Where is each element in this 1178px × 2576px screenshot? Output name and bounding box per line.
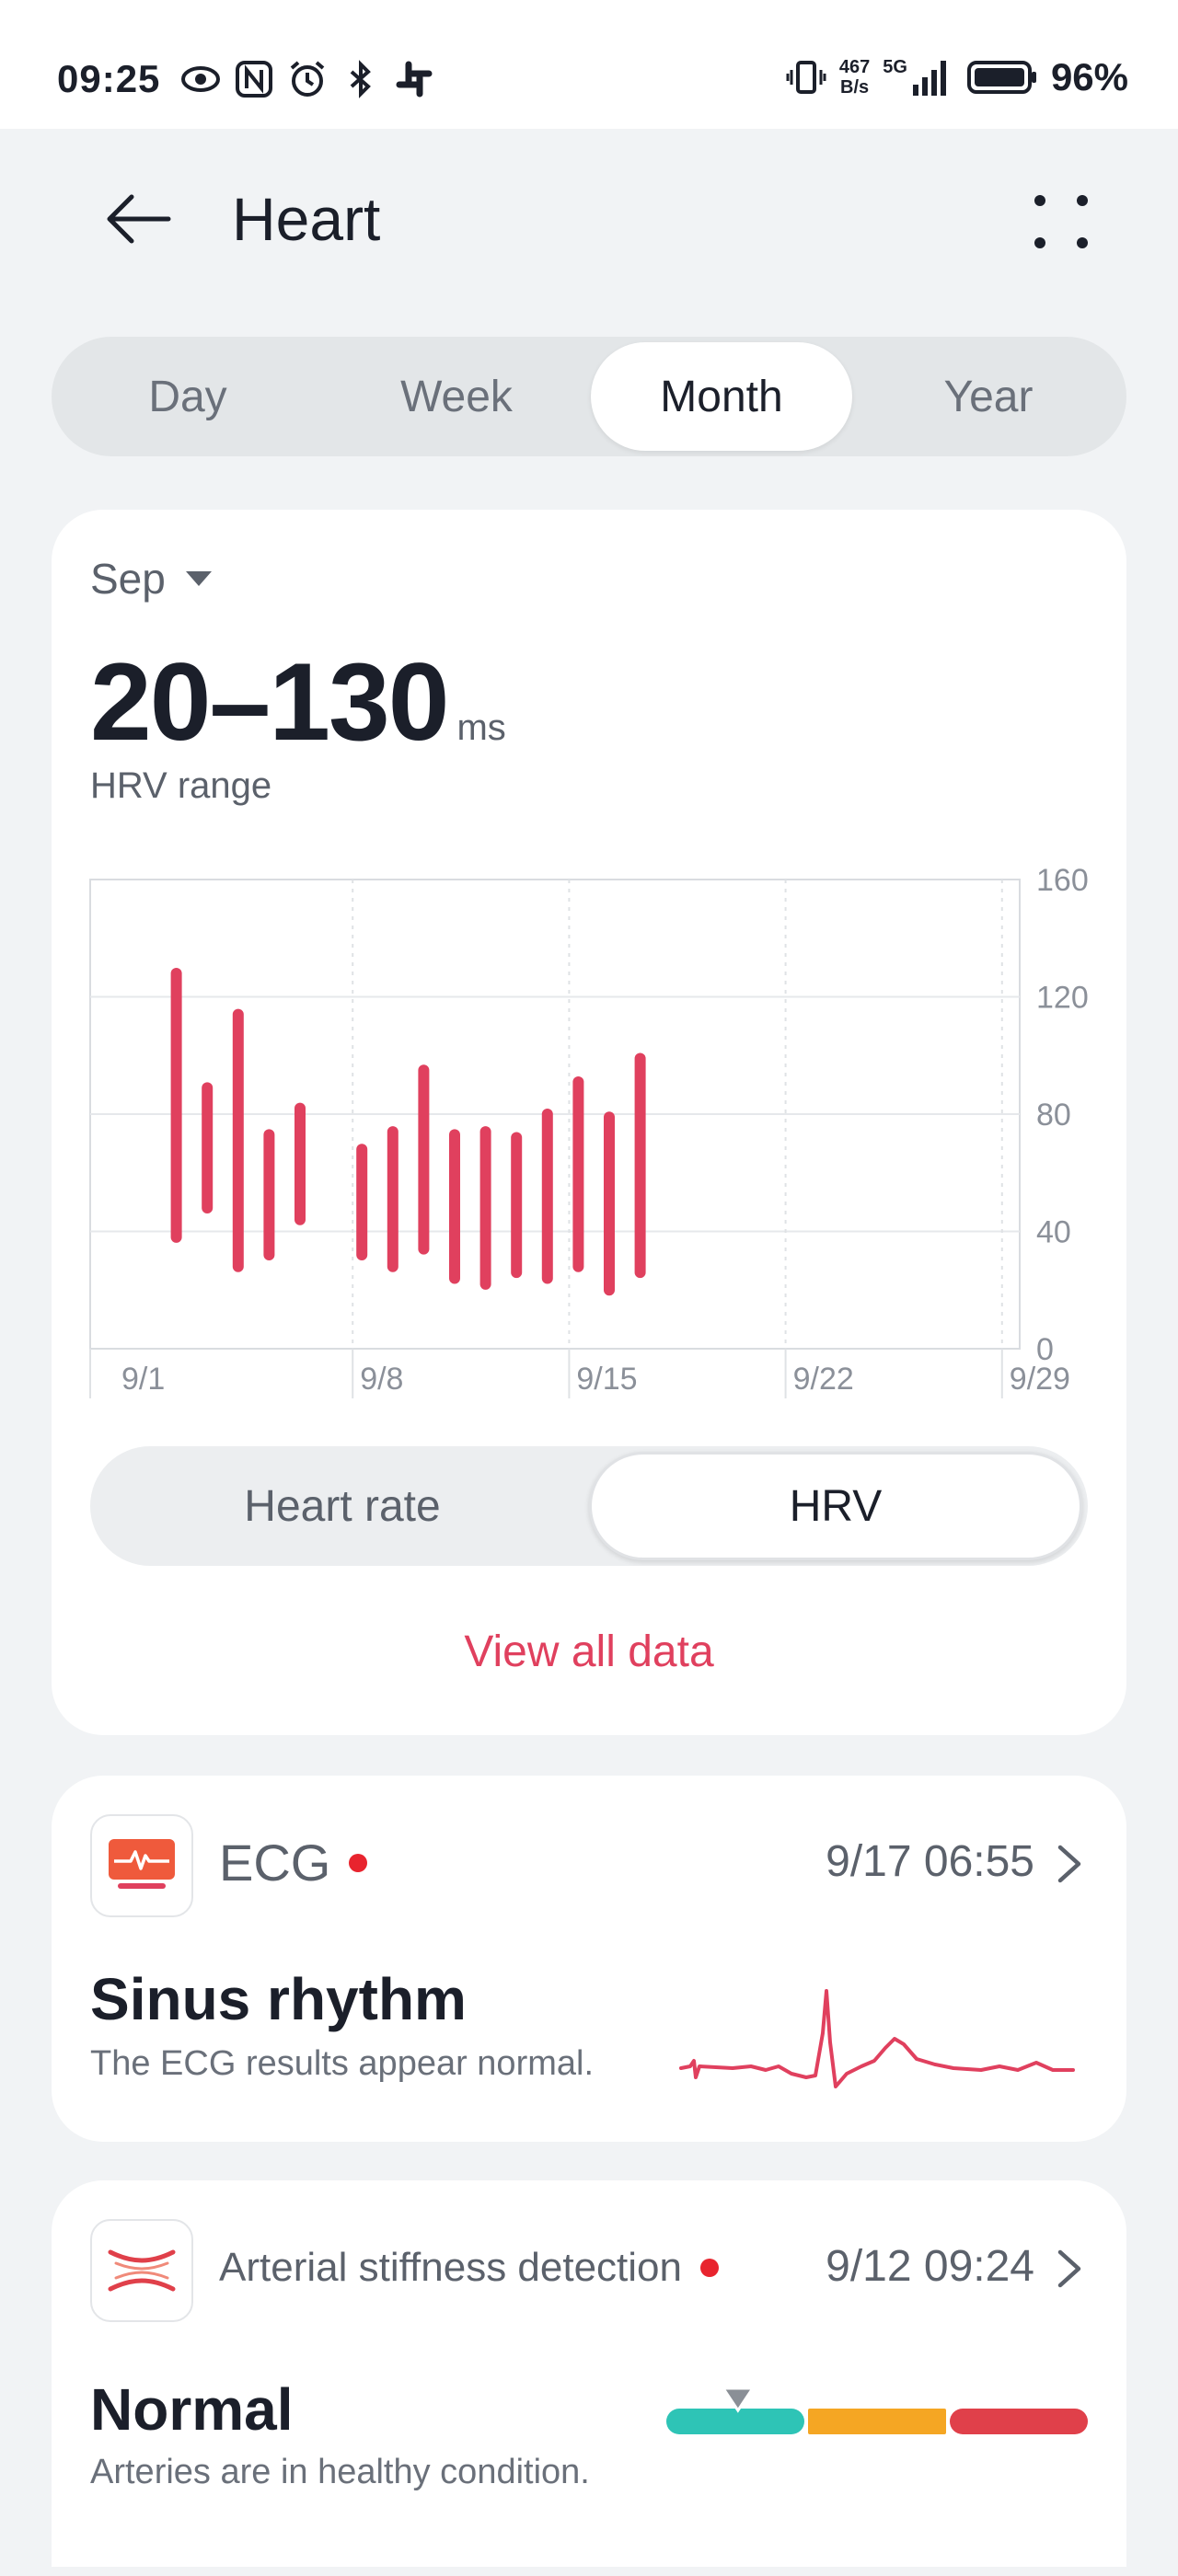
- page-title: Heart: [232, 185, 381, 253]
- stiffness-scale-segment: [808, 2409, 946, 2434]
- ecg-time: 9/17 06:55: [826, 1837, 1034, 1886]
- period-tabs: Day Week Month Year: [52, 337, 1126, 456]
- caret-down-icon: [185, 571, 212, 586]
- more-dots-icon: [1034, 195, 1088, 248]
- slack-icon: [396, 61, 433, 98]
- y-tick-label: 120: [1036, 981, 1089, 1016]
- new-indicator-dot: [349, 1853, 368, 1872]
- metric-tab-hrv[interactable]: HRV: [589, 1452, 1082, 1560]
- stiffness-scale: [666, 2386, 1088, 2434]
- range-unit: ms: [456, 707, 506, 748]
- ecg-app-icon: [90, 1814, 193, 1917]
- back-arrow-icon: [107, 194, 171, 244]
- back-button[interactable]: [101, 182, 175, 256]
- battery-icon: [966, 61, 1036, 94]
- status-icons-left: [180, 57, 434, 101]
- hrv-chart[interactable]: 160 120 80 40 0 9/1 9/8 9/15 9/22 9/29: [89, 863, 1103, 1398]
- arterial-result-description: Arteries are in healthy condition.: [90, 2453, 590, 2491]
- metric-toggle: Heart rate HRV: [90, 1446, 1088, 1566]
- tab-day[interactable]: Day: [148, 372, 227, 421]
- y-tick-label: 80: [1036, 1098, 1071, 1133]
- vibrate-icon: [786, 61, 826, 94]
- status-bar: 09:25 467 B/s 5G 96%: [0, 0, 1178, 129]
- arterial-stiffness-card[interactable]: Arterial stiffness detection 9/12 09:24 …: [52, 2180, 1126, 2567]
- network-speed-unit: B/s: [840, 77, 870, 98]
- header: Heart: [0, 129, 1178, 313]
- hrv-range-value: 20–130 ms: [90, 638, 506, 765]
- ecg-result-description: The ECG results appear normal.: [90, 2044, 595, 2083]
- arterial-result-title: Normal: [90, 2376, 294, 2443]
- arterial-title-text: Arterial stiffness detection: [219, 2245, 682, 2290]
- tab-week[interactable]: Week: [400, 372, 513, 421]
- ecg-title-text: ECG: [219, 1834, 331, 1892]
- arterial-app-icon: [90, 2219, 193, 2322]
- eye-icon: [181, 66, 220, 92]
- y-tick-label: 40: [1036, 1215, 1071, 1250]
- stiffness-marker-icon: [721, 2386, 756, 2413]
- stiffness-scale-segment: [666, 2409, 804, 2434]
- x-tick-label: 9/29: [1010, 1362, 1070, 1397]
- x-tick-label: 9/8: [360, 1362, 403, 1397]
- more-options-button[interactable]: [1029, 190, 1093, 254]
- new-indicator-dot: [700, 2259, 719, 2277]
- alarm-icon: [290, 61, 325, 97]
- x-tick-label: 9/22: [793, 1362, 854, 1397]
- network-speed: 467 B/s: [839, 57, 870, 98]
- metric-tab-heart-rate[interactable]: Heart rate: [244, 1481, 441, 1531]
- chevron-right-icon: [1057, 2249, 1081, 2288]
- network-speed-value: 467: [838, 57, 871, 77]
- nfc-icon: [236, 61, 272, 98]
- x-tick-label: 9/1: [121, 1362, 165, 1397]
- network-type: 5G: [883, 57, 907, 77]
- x-tick-label: 9/15: [576, 1362, 637, 1397]
- y-tick-label: 0: [1036, 1332, 1054, 1367]
- bluetooth-icon: [350, 60, 371, 98]
- tab-month[interactable]: Month: [591, 342, 852, 451]
- status-time: 09:25: [57, 57, 161, 100]
- ecg-title: ECG: [219, 1833, 368, 1892]
- ecg-waveform: [679, 1989, 1075, 2088]
- view-all-data-link[interactable]: View all data: [464, 1627, 714, 1676]
- hrv-card: Sep 20–130 ms HRV range 160 120 80 40 0 9/1 9/…: [52, 510, 1126, 1735]
- chevron-right-icon: [1057, 1845, 1081, 1883]
- signal-icon: [912, 61, 946, 96]
- stiffness-scale-segment: [950, 2409, 1088, 2434]
- range-label: HRV range: [90, 765, 272, 806]
- month-selector[interactable]: Sep: [90, 554, 212, 604]
- battery-percentage: 96%: [1050, 55, 1128, 98]
- month-label: Sep: [90, 555, 166, 603]
- cell-signal: 5G: [883, 57, 953, 98]
- ecg-monitor-icon: [109, 1839, 175, 1889]
- ecg-card[interactable]: ECG 9/17 06:55 Sinus rhythm The ECG resu…: [52, 1776, 1126, 2142]
- arterial-time: 9/12 09:24: [826, 2242, 1034, 2291]
- arterial-title: Arterial stiffness detection: [219, 2245, 719, 2291]
- ecg-result-title: Sinus rhythm: [90, 1966, 467, 2032]
- tab-year[interactable]: Year: [943, 372, 1034, 421]
- y-tick-label: 160: [1036, 863, 1089, 898]
- range-number: 20–130: [90, 640, 449, 764]
- status-icons-right: 467 B/s 5G 96%: [786, 53, 1128, 101]
- artery-icon: [108, 2249, 176, 2292]
- hrv-chart-svg: 160 120 80 40 0 9/1 9/8 9/15 9/22 9/29: [89, 863, 1089, 1398]
